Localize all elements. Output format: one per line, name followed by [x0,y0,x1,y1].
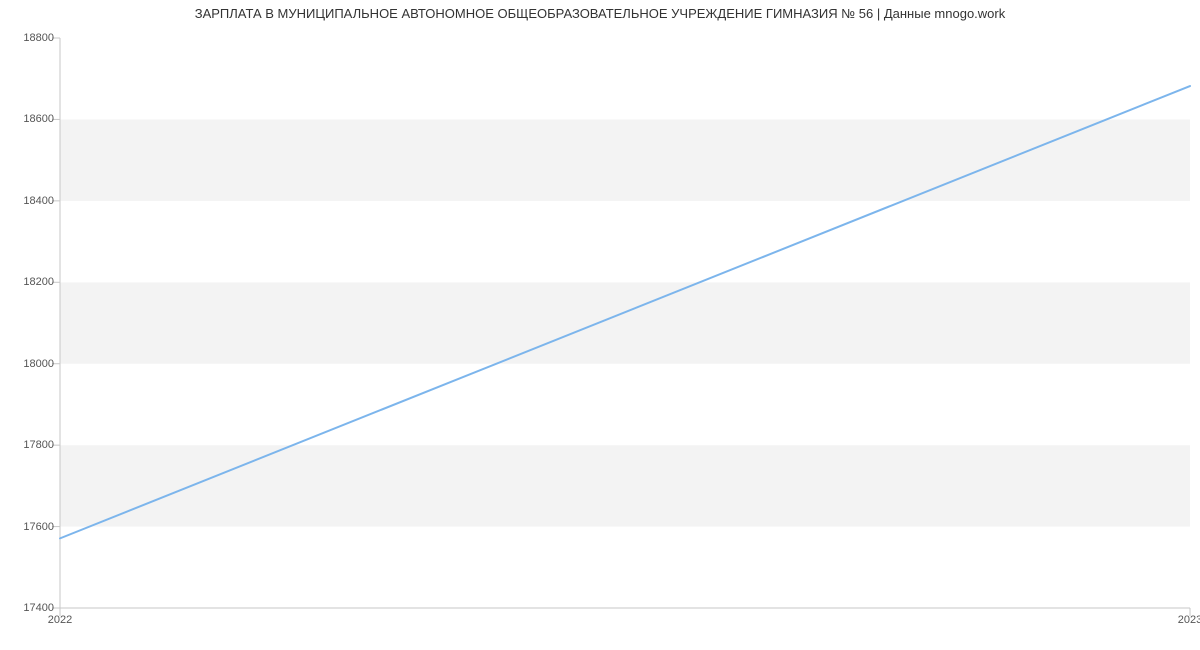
chart-svg [60,38,1190,608]
y-tick-label: 18800 [4,32,54,44]
y-tick-label: 18600 [4,113,54,125]
salary-line-chart: ЗАРПЛАТА В МУНИЦИПАЛЬНОЕ АВТОНОМНОЕ ОБЩЕ… [0,0,1200,650]
y-tick-label: 18200 [4,276,54,288]
x-tick-label: 2022 [48,614,72,626]
y-tick-label: 18400 [4,195,54,207]
y-tick-label: 17800 [4,439,54,451]
chart-title: ЗАРПЛАТА В МУНИЦИПАЛЬНОЕ АВТОНОМНОЕ ОБЩЕ… [0,6,1200,21]
y-tick-label: 18000 [4,358,54,370]
y-tick-label: 17600 [4,521,54,533]
x-tick-label: 2023 [1178,614,1200,626]
plot-area [60,38,1190,608]
y-tick-label: 17400 [4,602,54,614]
